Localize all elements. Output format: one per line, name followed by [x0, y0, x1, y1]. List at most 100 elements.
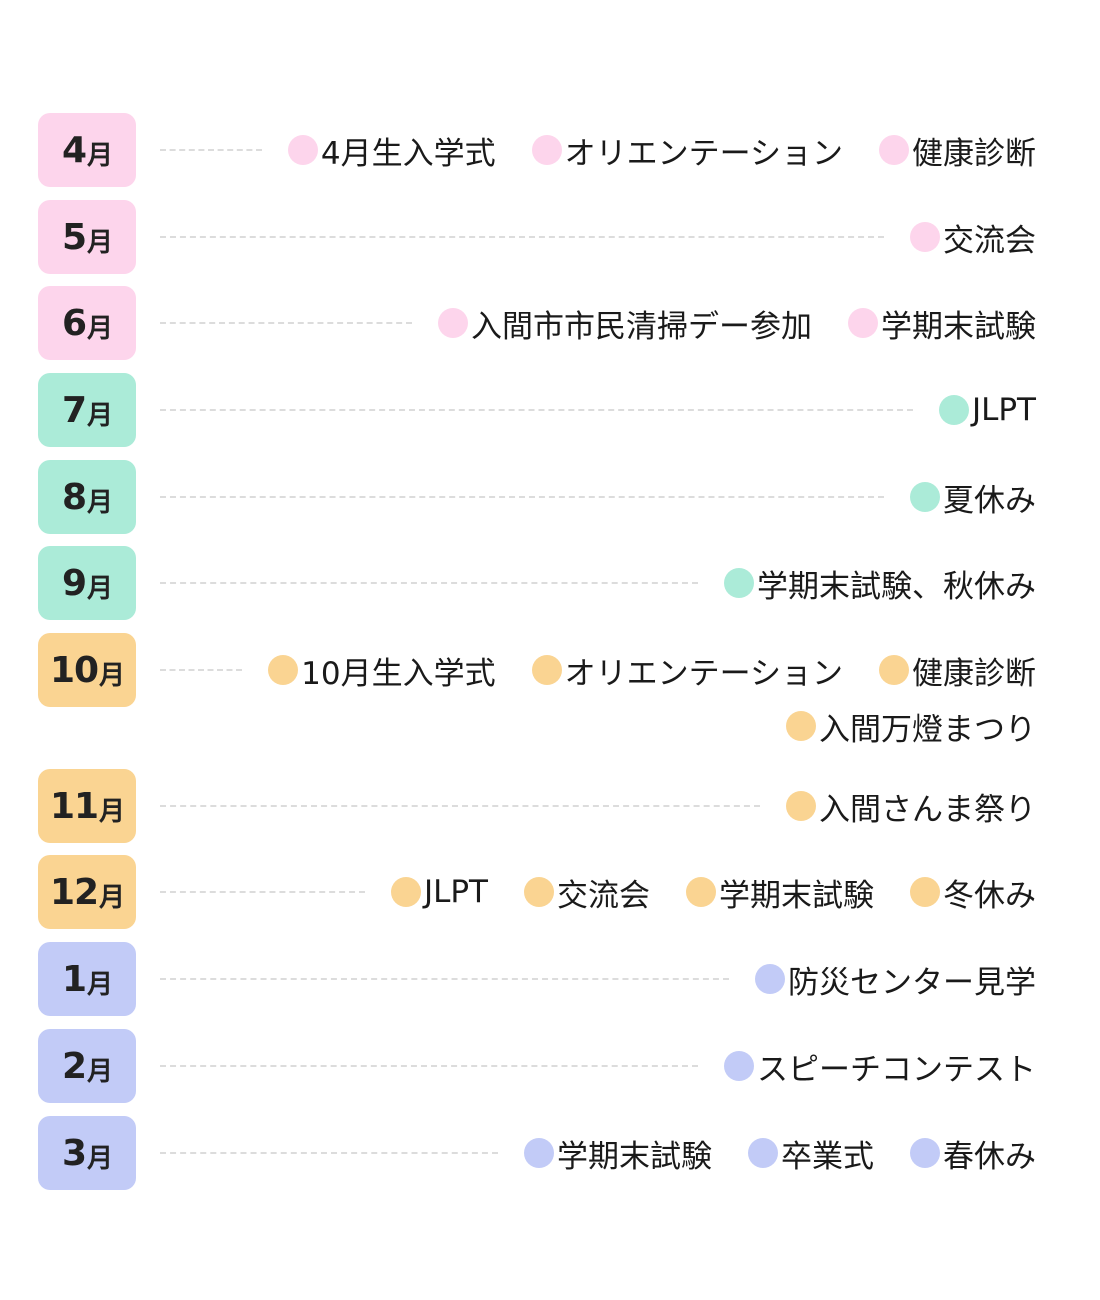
month-row: 6 月 入間市市民清掃デー参加 学期末試験	[0, 286, 1100, 360]
event-dot-icon	[438, 308, 468, 338]
event-label: 学期末試験、秋休み	[757, 568, 1036, 605]
event-item: 入間市市民清掃デー参加	[438, 301, 812, 346]
dashed-connector-line	[160, 1152, 498, 1154]
month-number: 1	[61, 958, 87, 1000]
event-list: 4月生入学式 オリエンテーション 健康診断	[287, 113, 1036, 187]
event-label: 春休み	[943, 1138, 1036, 1175]
event-list: 学期末試験、秋休み	[724, 546, 1036, 620]
month-row: 11 月 入間さんま祭り	[0, 769, 1100, 843]
event-label: 入間市市民清掃デー参加	[471, 308, 812, 345]
event-dot-icon	[910, 482, 940, 512]
month-number: 10	[49, 649, 99, 691]
month-number: 2	[61, 1045, 87, 1087]
event-dot-icon	[786, 791, 816, 821]
event-item: 入間さんま祭り	[786, 784, 1036, 829]
month-number: 12	[49, 871, 99, 913]
event-item: 冬休み	[910, 870, 1036, 915]
event-item: 交流会	[524, 870, 650, 915]
month-number: 6	[61, 302, 87, 344]
event-item: 学期末試験、秋休み	[724, 561, 1036, 606]
event-dot-icon	[755, 964, 785, 994]
event-dot-icon	[848, 308, 878, 338]
month-unit: 月	[99, 796, 125, 827]
month-row: 4 月 4月生入学式 オリエンテーション 健康診断	[0, 113, 1100, 187]
month-row: 5 月 交流会	[0, 200, 1100, 274]
event-dot-icon	[786, 711, 816, 741]
event-label: 健康診断	[912, 135, 1036, 172]
dashed-connector-line	[160, 669, 243, 671]
month-unit: 月	[87, 140, 113, 171]
event-label: スピーチコンテスト	[757, 1051, 1036, 1088]
event-label: 学期末試験	[557, 1138, 712, 1175]
event-item: 健康診断	[879, 128, 1036, 173]
event-dot-icon	[748, 1138, 778, 1168]
month-number: 8	[61, 476, 87, 518]
event-dot-icon	[686, 877, 716, 907]
event-dot-icon	[524, 1138, 554, 1168]
dashed-connector-line	[160, 409, 913, 411]
event-item: 入間万燈まつり	[786, 704, 1036, 749]
event-label: JLPT	[971, 392, 1036, 428]
event-item: 交流会	[910, 215, 1036, 260]
month-unit: 月	[87, 400, 113, 431]
month-badge: 10 月	[38, 633, 136, 707]
month-number: 5	[61, 216, 87, 258]
month-number: 7	[61, 389, 87, 431]
month-row: 10 月 10月生入学式 オリエンテーション 健康診断 入間万燈まつり	[0, 633, 1100, 763]
event-dot-icon	[879, 135, 909, 165]
event-item: スピーチコンテスト	[724, 1044, 1036, 1089]
event-dot-icon	[287, 135, 318, 165]
event-list: JLPT	[938, 373, 1036, 447]
event-label: オリエンテーション	[564, 135, 843, 172]
event-list: 入間万燈まつり	[786, 689, 1036, 763]
event-label: 入間万燈まつり	[819, 711, 1036, 748]
month-unit: 月	[87, 487, 113, 518]
month-unit: 月	[99, 660, 125, 691]
event-list: スピーチコンテスト	[724, 1029, 1036, 1103]
event-label: 交流会	[557, 877, 650, 914]
event-list: 夏休み	[910, 460, 1036, 534]
month-number: 9	[61, 562, 87, 604]
event-list: 入間市市民清掃デー参加 学期末試験	[438, 286, 1036, 360]
event-dot-icon	[268, 655, 299, 685]
month-unit: 月	[87, 573, 113, 604]
month-row: 1 月 防災センター見学	[0, 942, 1100, 1016]
month-unit: 月	[87, 227, 113, 258]
event-list: 学期末試験 卒業式 春休み	[524, 1116, 1036, 1190]
event-list: JLPT 交流会 学期末試験 冬休み	[390, 855, 1036, 929]
dashed-connector-line	[160, 496, 884, 498]
event-item: 4月生入学式	[287, 128, 496, 173]
event-item: 健康診断	[879, 648, 1036, 693]
dashed-connector-line	[160, 1065, 698, 1067]
event-dot-icon	[910, 877, 940, 907]
event-dot-icon	[879, 655, 909, 685]
month-badge: 12 月	[38, 855, 136, 929]
event-item: JLPT	[938, 392, 1036, 428]
dashed-connector-line	[160, 582, 698, 584]
event-item: 夏休み	[910, 475, 1036, 520]
month-number: 4	[61, 129, 87, 171]
event-dot-icon	[910, 1138, 940, 1168]
month-row: 2 月 スピーチコンテスト	[0, 1029, 1100, 1103]
event-item: 防災センター見学	[755, 957, 1036, 1002]
event-label: 学期末試験	[719, 877, 874, 914]
dashed-connector-line	[160, 322, 412, 324]
dashed-connector-line	[160, 978, 729, 980]
event-item: 学期末試験	[848, 301, 1036, 346]
month-unit: 月	[99, 882, 125, 913]
event-dot-icon	[910, 222, 940, 252]
event-dot-icon	[938, 395, 969, 425]
event-label: 健康診断	[912, 655, 1036, 692]
dashed-connector-line	[160, 149, 262, 151]
month-row: 3 月 学期末試験 卒業式 春休み	[0, 1116, 1100, 1190]
event-dot-icon	[524, 877, 554, 907]
event-item: 学期末試験	[524, 1131, 712, 1176]
event-label: 卒業式	[781, 1138, 874, 1175]
event-label: 交流会	[943, 222, 1036, 259]
